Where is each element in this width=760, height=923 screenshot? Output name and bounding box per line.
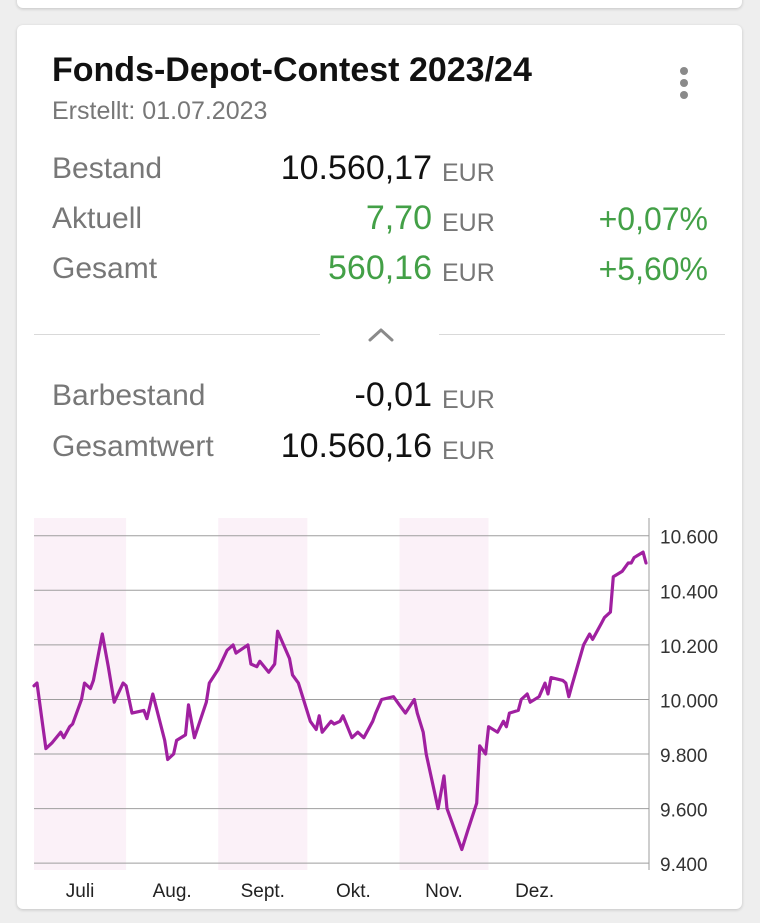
gesamtwert-label: Gesamtwert [52,430,214,463]
gesamtwert-value: 10.560,16 [280,427,432,465]
y-tick-label: 10.200 [660,637,718,658]
previous-card [17,0,742,8]
barbestand-currency: EUR [442,386,495,414]
y-tick-label: 9.600 [660,801,708,822]
x-tick-label: Okt. [336,881,371,902]
aktuell-currency: EUR [442,209,495,237]
menu-dot [680,67,688,75]
gesamt-label: Gesamt [52,252,158,285]
x-tick-label: Nov. [425,881,463,902]
x-tick-label: Dez. [515,881,554,902]
menu-dot [680,91,688,99]
y-tick-label: 9.800 [660,746,708,767]
barbestand-value: -0,01 [354,376,433,414]
aktuell-label: Aktuell [52,202,143,235]
y-tick-label: 9.400 [660,855,708,876]
y-tick-label: 10.400 [660,582,718,603]
bestand-value: 10.560,17 [280,149,432,187]
gesamtwert-currency: EUR [442,437,495,465]
aktuell-percent: +0,07% [598,201,708,237]
gesamt-percent: +5,60% [598,251,708,287]
bestand-currency: EUR [442,159,495,187]
month-band [34,518,127,870]
x-tick-label: Sept. [241,881,285,902]
menu-dot [680,79,688,87]
y-tick-label: 10.000 [660,691,718,712]
performance-chart[interactable]: 9.400 9.600 9.800 10.000 10.200 10.400 10.600 J… [17,490,742,909]
y-tick-label: 10.600 [660,528,718,549]
x-tick-label: Juli [66,881,95,902]
divider-left [34,334,320,335]
gesamt-currency: EUR [442,259,495,287]
aktuell-value: 7,70 [365,199,432,237]
series-line [32,550,648,852]
portfolio-card[interactable]: Fonds-Depot-Contest 2023/24 Erstellt: 01… [17,25,742,909]
month-band [218,518,308,870]
gesamt-value: 560,16 [328,249,432,287]
x-tick-label: Aug. [153,881,192,902]
chevron-up-icon[interactable] [365,321,397,347]
divider-right [439,334,725,335]
created-date: Erstellt: 01.07.2023 [52,97,268,125]
month-band [399,518,489,870]
bestand-label: Bestand [52,152,163,185]
portfolio-title: Fonds-Depot-Contest 2023/24 [52,51,532,89]
more-vertical-icon[interactable] [669,63,699,103]
barbestand-label: Barbestand [52,379,206,412]
